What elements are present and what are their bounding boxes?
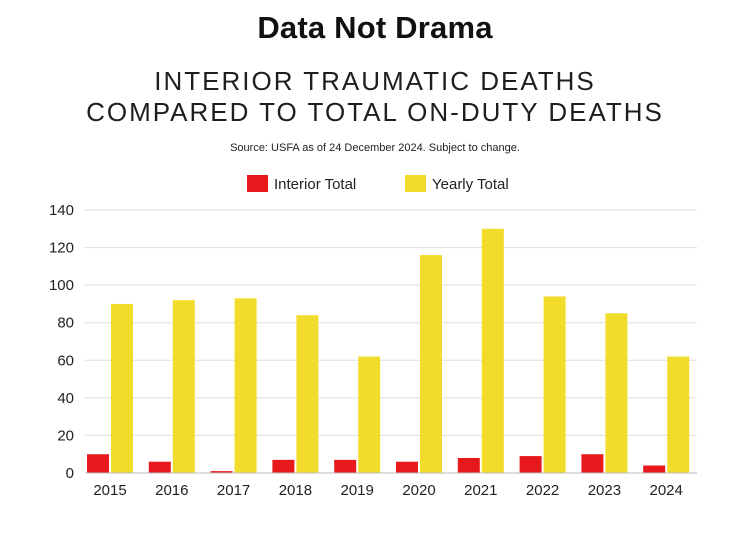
x-tick-label: 2020 <box>402 482 435 499</box>
x-tick-label: 2016 <box>155 482 188 499</box>
bar-yearly-total-2019 <box>358 356 381 473</box>
y-tick-label: 100 <box>49 277 74 294</box>
y-tick-label: 80 <box>57 315 74 332</box>
y-tick-label: 60 <box>57 352 74 369</box>
legend-swatch-interior-total <box>247 175 268 192</box>
legend: Interior Total Yearly Total <box>247 175 509 193</box>
x-tick-label: 2019 <box>341 482 374 499</box>
bar-interior-total-2021 <box>457 457 480 473</box>
bar-interior-total-2016 <box>148 461 171 473</box>
y-tick-label: 40 <box>57 390 74 407</box>
bars <box>87 228 690 473</box>
brand-title: Data Not Drama <box>257 10 493 45</box>
y-tick-label: 0 <box>66 465 74 482</box>
legend-swatch-yearly-total <box>405 175 426 192</box>
axis: 0 20 40 60 80 100 120 140 2015 2016 2017 2018 2019 20… <box>49 202 697 499</box>
bar-interior-total-2022 <box>519 456 542 473</box>
x-tick-label: 2022 <box>526 482 559 499</box>
bar-yearly-total-2023 <box>605 313 628 473</box>
bar-interior-total-2018 <box>272 459 295 473</box>
x-tick-label: 2015 <box>93 482 126 499</box>
bar-interior-total-2015 <box>87 454 109 473</box>
source-note: Source: USFA as of 24 December 2024. Sub… <box>230 142 520 154</box>
bar-yearly-total-2021 <box>481 228 504 473</box>
bar-yearly-total-2015 <box>111 303 133 473</box>
bar-yearly-total-2022 <box>543 296 566 473</box>
x-tick-label: 2018 <box>279 482 312 499</box>
bar-yearly-total-2018 <box>296 315 319 473</box>
legend-label-interior-total: Interior Total <box>274 176 356 193</box>
bar-yearly-total-2020 <box>420 255 442 473</box>
x-tick-label: 2023 <box>588 482 621 499</box>
y-tick-label: 140 <box>49 202 74 219</box>
y-tick-label: 20 <box>57 427 74 444</box>
chart-title-line-2: COMPARED TO TOTAL ON-DUTY DEATHS <box>86 97 664 127</box>
bar-yearly-total-2016 <box>172 300 195 473</box>
x-tick-label: 2024 <box>650 482 683 499</box>
bar-yearly-total-2024 <box>667 356 690 473</box>
y-tick-label: 120 <box>49 240 74 257</box>
bar-interior-total-2024 <box>643 465 666 473</box>
x-tick-label: 2017 <box>217 482 250 499</box>
x-tick-label: 2021 <box>464 482 497 499</box>
legend-label-yearly-total: Yearly Total <box>432 176 509 193</box>
bar-interior-total-2019 <box>334 459 357 473</box>
chart-title-line-1: INTERIOR TRAUMATIC DEATHS <box>154 66 596 96</box>
bar-interior-total-2020 <box>396 461 418 473</box>
bar-interior-total-2023 <box>581 454 604 473</box>
bar-interior-total-2017 <box>210 471 233 473</box>
bar-yearly-total-2017 <box>234 298 257 473</box>
